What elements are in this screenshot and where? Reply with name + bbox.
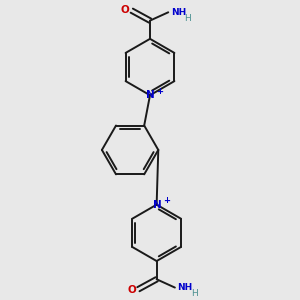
Text: N: N — [153, 200, 162, 210]
Text: NH: NH — [178, 283, 193, 292]
Text: H: H — [184, 14, 191, 23]
Text: O: O — [121, 4, 130, 15]
Text: N: N — [146, 90, 155, 100]
Text: H: H — [191, 289, 197, 298]
Text: NH: NH — [171, 8, 186, 17]
Text: O: O — [128, 285, 136, 295]
Text: +: + — [156, 87, 164, 96]
Text: +: + — [163, 196, 170, 205]
